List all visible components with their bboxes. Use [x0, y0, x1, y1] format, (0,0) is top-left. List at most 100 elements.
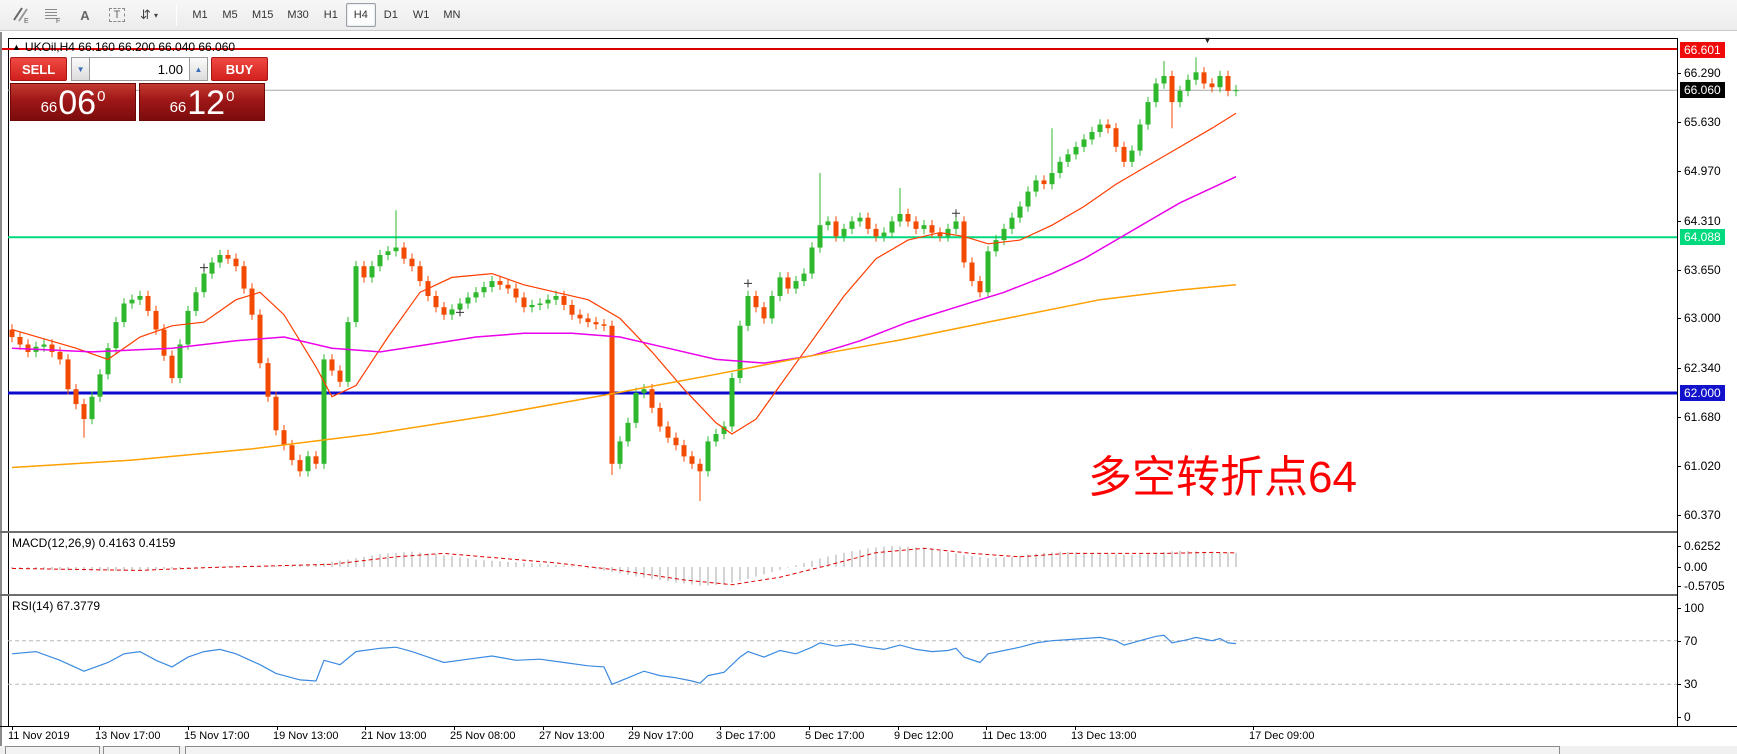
candle-body	[1201, 72, 1207, 84]
volume-input[interactable]	[90, 57, 189, 81]
candle-body	[17, 337, 23, 345]
candle-body	[201, 273, 207, 293]
candle-body	[481, 287, 487, 293]
time-axis-label: 11 Dec 13:00	[982, 730, 1047, 742]
candle-body	[921, 225, 927, 229]
volume-increase-button[interactable]: ▲	[189, 57, 208, 81]
tf-button-m15[interactable]: M15	[252, 9, 274, 21]
volume-decrease-button[interactable]: ▼	[71, 57, 90, 81]
price-axis-tick	[1677, 269, 1681, 271]
candle-body	[633, 393, 639, 423]
time-axis-label: 19 Nov 13:00	[273, 730, 339, 742]
candle-body	[89, 396, 95, 420]
trade-row: SELL ▼ ▲ BUY	[10, 57, 268, 81]
rsi-axis-tick	[1677, 684, 1681, 686]
resistance-red-line[interactable]	[2, 48, 1677, 50]
time-axis-tick	[99, 726, 100, 730]
time-axis-tick	[809, 726, 810, 730]
bid-ask-row: 66 06 0 66 12 0	[10, 83, 268, 121]
candle-body	[1049, 173, 1055, 185]
sell-button[interactable]: SELL	[10, 57, 68, 81]
window-tab[interactable]	[103, 746, 180, 754]
candle-body	[105, 348, 111, 375]
tf-button-m30[interactable]: M30	[287, 9, 309, 21]
candle-body	[305, 456, 311, 472]
price-axis-badge: 62.000	[1680, 384, 1725, 401]
cross-marker-icon	[952, 209, 960, 218]
toolbar-separator	[176, 4, 177, 26]
price-axis-tick	[1677, 367, 1681, 369]
macd-axis-tick	[1677, 586, 1681, 588]
tf-button-w1[interactable]: W1	[412, 9, 430, 21]
candle-body	[697, 463, 703, 472]
candle-body	[1017, 206, 1023, 218]
macd-axis-tick	[1677, 567, 1681, 568]
chart-shift-marker-icon[interactable]: ▼	[1203, 35, 1212, 45]
rsi-axis-tick	[1677, 640, 1681, 642]
window-tab[interactable]	[5, 746, 100, 754]
tf-button-m5[interactable]: M5	[222, 9, 238, 21]
candle-body	[1161, 76, 1167, 84]
buy-button[interactable]: BUY	[210, 57, 268, 81]
candle-body	[801, 273, 807, 282]
macd-signal-line	[11, 547, 1237, 586]
rsi-axis-tick	[1677, 717, 1681, 718]
rsi-indicator-chart[interactable]	[8, 596, 1677, 726]
candle-body	[217, 255, 223, 263]
candle-body	[833, 221, 839, 237]
rsi-panel-separator[interactable]	[0, 594, 1677, 596]
bid-price-point: 0	[97, 88, 106, 105]
candle-body	[561, 296, 567, 305]
candle-body	[825, 221, 831, 226]
candle-body	[1217, 76, 1223, 88]
candle-body	[281, 430, 287, 446]
candle-body	[545, 299, 551, 304]
candle-body	[169, 355, 175, 379]
candle-body	[641, 389, 647, 393]
rsi-axis-label: 30	[1684, 677, 1698, 692]
candle-body	[345, 322, 351, 382]
sort-dropdown-caret[interactable]: ▾	[153, 10, 158, 20]
symbols-sort-icon[interactable]: ⇵ ▾	[140, 7, 158, 22]
candle-body	[273, 396, 279, 431]
rsi-axis-tick	[1677, 608, 1681, 609]
candle-body	[337, 370, 343, 382]
bid-price-display[interactable]: 66 06 0	[10, 83, 136, 121]
candle-body	[441, 307, 447, 315]
price-axis-tick	[1677, 122, 1681, 124]
crayon-draw-icon[interactable]: E	[6, 3, 36, 27]
time-axis-tick	[898, 726, 899, 730]
tf-button-d1[interactable]: D1	[383, 9, 398, 21]
tf-button-mn[interactable]: MN	[443, 9, 461, 21]
candle-body	[145, 296, 151, 311]
price-axis-line	[1677, 38, 1678, 726]
moving-average-slow	[11, 284, 1237, 469]
candle-body	[569, 305, 575, 315]
tf-button-h4[interactable]: H4	[345, 3, 376, 27]
price-axis-label: 61.680	[1684, 409, 1721, 424]
horizontal-scrollbar[interactable]	[185, 746, 1560, 754]
candle-body	[793, 281, 799, 289]
candle-body	[529, 305, 535, 308]
candle-body	[465, 297, 471, 304]
candle-body	[1025, 191, 1031, 207]
candle-body	[209, 262, 215, 274]
candle-body	[993, 240, 999, 252]
macd-indicator-chart[interactable]	[8, 533, 1677, 594]
macd-panel-separator[interactable]	[0, 531, 1677, 533]
candle-body	[1129, 150, 1135, 162]
moving-average-mid	[11, 176, 1237, 364]
macd-axis-label: -0.5705	[1684, 579, 1725, 594]
text-box-icon[interactable]: T	[102, 3, 132, 27]
tf-button-m1[interactable]: M1	[192, 9, 208, 21]
tf-button-h1[interactable]: H1	[323, 9, 338, 21]
candle-body	[153, 310, 159, 330]
dot-grid-icon[interactable]: F	[38, 3, 68, 27]
main-price-chart[interactable]	[8, 38, 1677, 531]
candle-body	[785, 277, 791, 289]
candle-body	[73, 389, 79, 405]
rsi-axis-label: 70	[1684, 633, 1698, 648]
candle-body	[937, 232, 943, 237]
text-label-icon[interactable]: A	[80, 7, 90, 23]
ask-price-display[interactable]: 66 12 0	[139, 83, 265, 121]
